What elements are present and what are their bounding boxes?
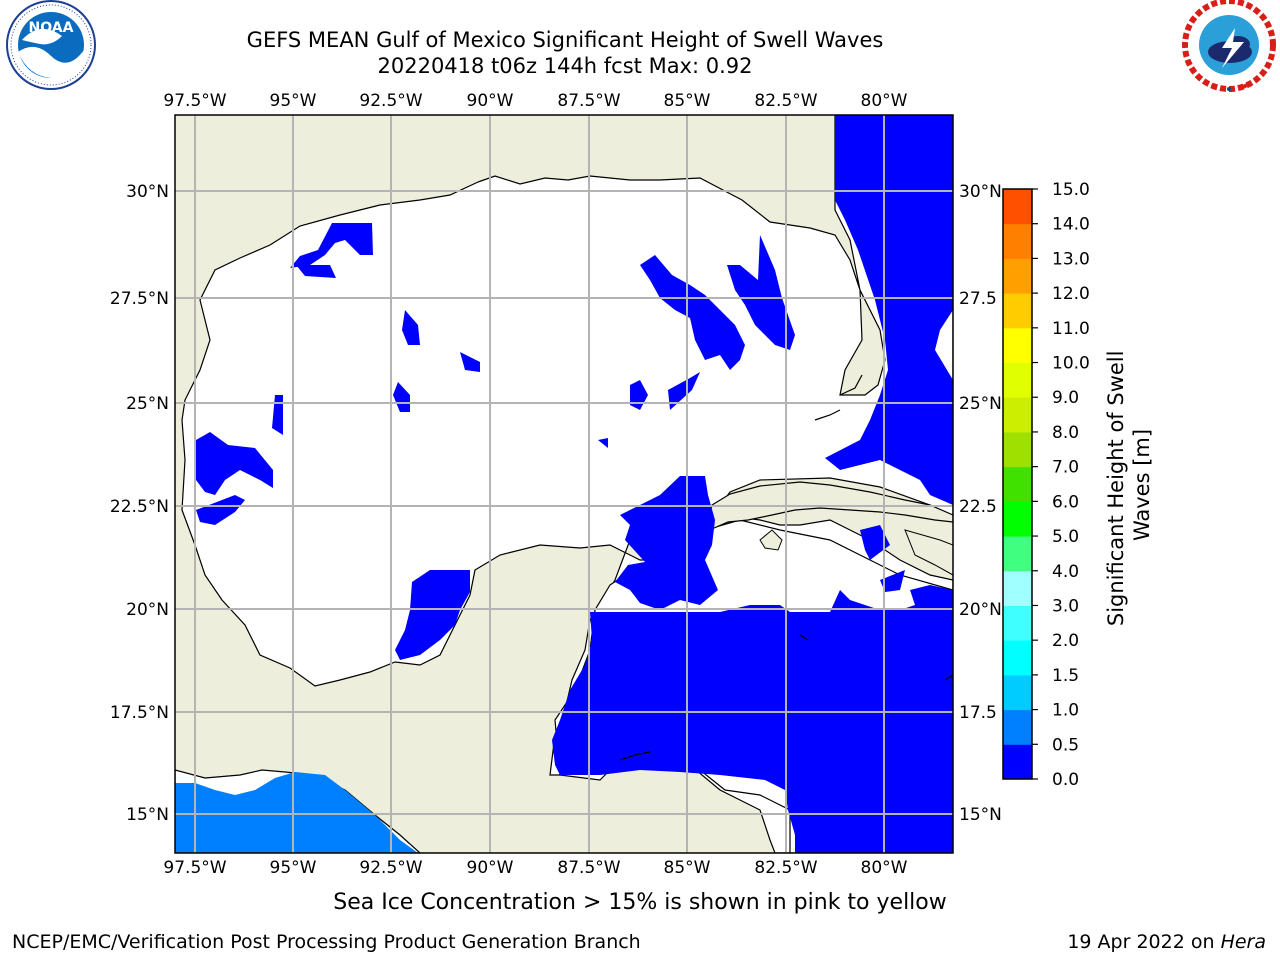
noaa-logo-text: NOAA — [29, 20, 74, 36]
map-frame — [174, 114, 954, 854]
lat-label: 30°N — [959, 182, 1002, 202]
lat-label: 15°N — [959, 805, 1002, 825]
colorbar-tick-label: 2.0 — [1052, 631, 1079, 651]
colorbar-ticks: 0.0 0.5 1.0 1.5 2.0 3.0 4.0 5.0 6.0 7.0 8.0 9.0 10.0… — [1032, 180, 1090, 790]
noaa-logo: NOAA — [6, 0, 96, 90]
colorbar-tick-label: 15.0 — [1052, 180, 1090, 200]
lon-label: 82.5°W — [754, 91, 817, 111]
chart-title: GEFS MEAN Gulf of Mexico Significant Hei… — [246, 28, 884, 52]
colorbar-tick-label: 3.0 — [1052, 596, 1079, 616]
colorbar-swatch — [1003, 536, 1032, 572]
colorbar-tick-label: 8.0 — [1052, 423, 1079, 443]
colorbar-swatch — [1003, 709, 1032, 745]
colorbar-swatch — [1003, 223, 1032, 259]
lon-label: 82.5°W — [754, 858, 817, 878]
footer-credit: NCEP/EMC/Verification Post Processing Pr… — [12, 931, 641, 953]
lon-label: 90°W — [467, 858, 514, 878]
colorbar-swatch — [1003, 640, 1032, 676]
lon-label: 85°W — [664, 91, 711, 111]
colorbar-tick-label: 11.0 — [1052, 319, 1090, 339]
lon-label: 97.5°W — [163, 858, 226, 878]
colorbar-swatch — [1003, 189, 1032, 225]
swell-fill — [196, 115, 953, 853]
lon-label: 80°W — [861, 858, 908, 878]
hispaniola-edge — [904, 529, 953, 576]
footer-date-text: 19 Apr 2022 on — [1067, 931, 1221, 953]
colorbar-swatch — [1003, 466, 1032, 502]
lat-label: 22.5 — [959, 497, 997, 517]
lat-label: 27.5 — [959, 289, 997, 309]
chart-subtitle: 20220418 t06z 144h fcst Max: 0.92 — [377, 54, 753, 78]
lon-label: 95°W — [270, 91, 317, 111]
colorbar-swatch — [1003, 293, 1032, 329]
lat-label: 27.5°N — [110, 289, 169, 309]
colorbar-swatch — [1003, 674, 1032, 711]
footer-host: Hera — [1220, 931, 1266, 953]
colorbar-frame — [1002, 188, 1033, 780]
colorbar-label-line1: Significant Height of Swell — [1104, 351, 1128, 627]
colorbar-label-line2: Waves [m] — [1130, 429, 1154, 541]
colorbar-tick-label: 9.0 — [1052, 388, 1079, 408]
footer-date: 19 Apr 2022 on Hera — [1067, 931, 1266, 953]
map-area — [175, 115, 953, 853]
colorbar-tick-label: 0.0 — [1052, 770, 1079, 790]
colorbar-tick-label: 10.0 — [1052, 354, 1090, 374]
lat-label: 25°N — [959, 394, 1002, 414]
colorbar-tick-label: 4.0 — [1052, 562, 1079, 582]
lon-label: 92.5°W — [359, 858, 422, 878]
pacific-swell-fill — [175, 772, 418, 853]
coastline-detail — [619, 374, 953, 761]
lat-labels-left: 15°N 17.5°N 20°N 22.5°N 25°N 27.5°N 30°N — [110, 182, 169, 825]
lat-label: 22.5°N — [110, 497, 169, 517]
nws-logo — [1182, 0, 1276, 92]
colorbar-swatch — [1003, 258, 1032, 294]
sea-ice-note: Sea Ice Concentration > 15% is shown in … — [333, 890, 947, 915]
colorbar-tick-label: 5.0 — [1052, 527, 1079, 547]
colorbar-swatch — [1003, 362, 1032, 398]
colorbar-swatch — [1003, 570, 1032, 606]
colorbar-label: Significant Height of Swell Waves [m] — [1104, 344, 1154, 626]
lon-labels-top: 97.5°W 95°W 92.5°W 90°W 87.5°W 85°W 82.5… — [163, 91, 907, 111]
colorbar-tick-label: 1.5 — [1052, 666, 1079, 686]
lon-label: 87.5°W — [557, 858, 620, 878]
gridlines — [175, 115, 953, 853]
lat-label: 17.5°N — [110, 703, 169, 723]
lat-label: 20°N — [126, 600, 169, 620]
colorbar-tick-label: 6.0 — [1052, 492, 1079, 512]
lon-label: 92.5°W — [359, 91, 422, 111]
lon-label: 85°W — [664, 858, 711, 878]
lon-label: 90°W — [467, 91, 514, 111]
colorbar-swatch — [1003, 431, 1032, 468]
lat-label: 15°N — [126, 805, 169, 825]
lat-labels-right: 15°N 17.5 20°N 22.5 25°N 27.5 30°N — [959, 182, 1002, 825]
lon-label: 95°W — [270, 858, 317, 878]
colorbar-tick-label: 12.0 — [1052, 284, 1090, 304]
colorbar-swatch — [1003, 501, 1032, 537]
lon-label: 87.5°W — [557, 91, 620, 111]
lon-labels-bottom: 97.5°W 95°W 92.5°W 90°W 87.5°W 85°W 82.5… — [163, 858, 907, 878]
colorbar-swatch — [1003, 327, 1032, 364]
colorbar-tick-label: 0.5 — [1052, 735, 1079, 755]
lon-label: 97.5°W — [163, 91, 226, 111]
colorbar-tick-label: 1.0 — [1052, 701, 1079, 721]
isle-of-youth — [759, 529, 783, 551]
lat-label: 25°N — [126, 394, 169, 414]
colorbar-swatch — [1003, 744, 1032, 780]
colorbar — [1002, 188, 1033, 780]
colorbar-swatch — [1003, 397, 1032, 433]
lat-label: 17.5 — [959, 703, 997, 723]
lat-label: 20°N — [959, 600, 1002, 620]
lon-label: 80°W — [861, 91, 908, 111]
colorbar-tick-label: 7.0 — [1052, 458, 1079, 478]
colorbar-swatch — [1003, 605, 1032, 641]
lat-label: 30°N — [126, 182, 169, 202]
colorbar-tick-label: 14.0 — [1052, 215, 1090, 235]
colorbar-tick-label: 13.0 — [1052, 249, 1090, 269]
